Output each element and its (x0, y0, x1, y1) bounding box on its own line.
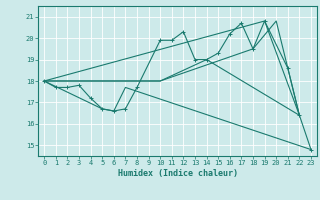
X-axis label: Humidex (Indice chaleur): Humidex (Indice chaleur) (118, 169, 238, 178)
